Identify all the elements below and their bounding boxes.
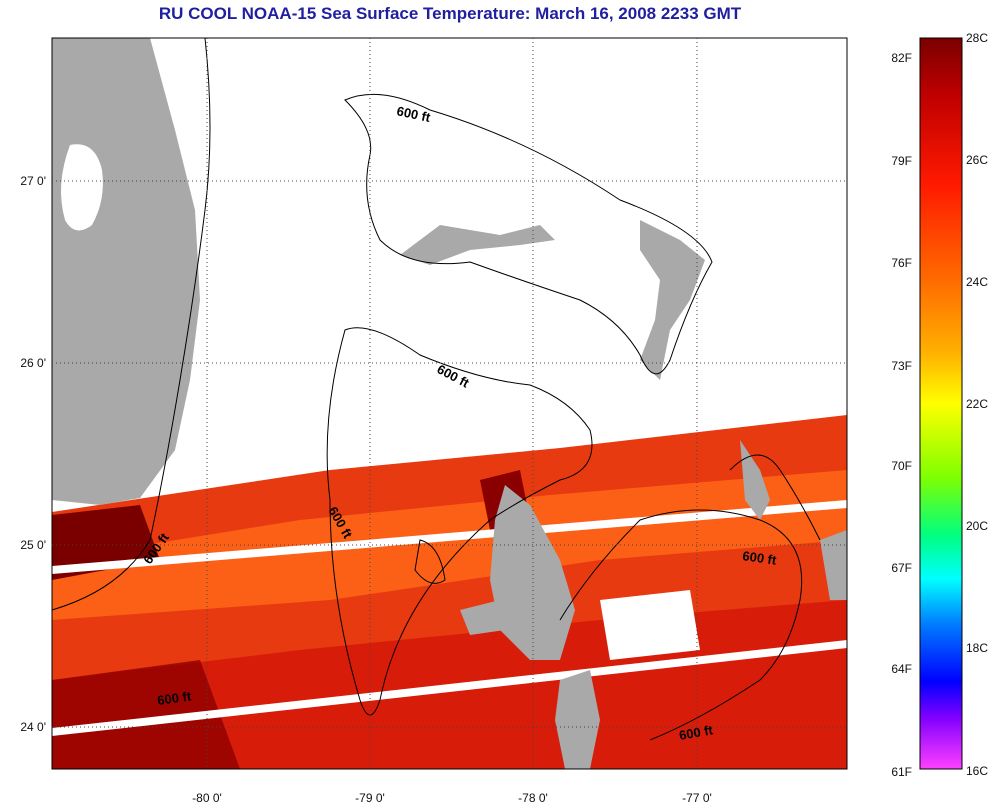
colorbar-f-label: 82F	[891, 51, 912, 65]
latitude-labels: 27 0' 26 0' 25 0' 24 0'	[20, 174, 46, 734]
colorbar-c-label: 22C	[966, 397, 988, 411]
eleuthera-island	[740, 440, 770, 520]
land-layer	[52, 38, 847, 769]
colorbar-fahrenheit-labels: 82F 79F 76F 73F 70F 67F 64F 61F	[891, 51, 912, 779]
swath-gap-2	[52, 640, 847, 736]
contour-label: 600 ft	[156, 688, 192, 708]
colorbar-celsius-labels: 28C 26C 24C 22C 20C 18C 16C	[966, 31, 988, 778]
cay-sal-contour	[414, 539, 446, 584]
longitude-labels: -80 0' -79 0' -78 0' -77 0'	[192, 791, 712, 805]
colorbar-c-label: 26C	[966, 153, 988, 167]
eleuthera-contour	[729, 454, 821, 541]
contour-layer	[52, 38, 821, 741]
abaco-island	[640, 220, 705, 380]
lat-label: 24 0'	[20, 720, 46, 734]
colorbar-c-label: 18C	[966, 641, 988, 655]
colorbar-f-label: 70F	[891, 459, 912, 473]
andros-south	[555, 670, 600, 769]
colorbar-c-label: 20C	[966, 519, 988, 533]
lat-label: 27 0'	[20, 174, 46, 188]
great-bahama-bank-contour	[326, 327, 593, 716]
colorbar-c-label: 28C	[966, 31, 988, 45]
lon-label: -79 0'	[355, 791, 385, 805]
berry-islands	[460, 600, 505, 635]
map-title: RU COOL NOAA-15 Sea Surface Temperature:…	[158, 4, 742, 23]
eastern-island	[820, 530, 847, 600]
colorbar-f-label: 61F	[891, 765, 912, 779]
colorbar-f-label: 79F	[891, 154, 912, 168]
little-bahama-bank-contour	[344, 93, 713, 375]
swath-gap-1	[52, 500, 847, 574]
exuma-sound-contour	[559, 509, 803, 741]
sst-cloud-gap	[600, 590, 700, 660]
contour-label: 600 ft	[742, 548, 778, 568]
colorbar-f-label: 76F	[891, 256, 912, 270]
colorbar-f-label: 64F	[891, 662, 912, 676]
grand-bahama-island	[400, 225, 555, 265]
contour-label: 600 ft	[678, 722, 715, 743]
sst-orange-band	[52, 470, 847, 620]
lon-label: -80 0'	[192, 791, 222, 805]
lon-label: -78 0'	[518, 791, 548, 805]
colorbar-c-label: 16C	[966, 764, 988, 778]
colorbar: 82F 79F 76F 73F 70F 67F 64F 61F 28C 26C …	[891, 31, 988, 779]
lat-label: 25 0'	[20, 538, 46, 552]
plot-frame	[51, 37, 848, 770]
andros-island	[490, 485, 575, 660]
contour-label: 600 ft	[395, 103, 432, 125]
colorbar-f-label: 73F	[891, 359, 912, 373]
graticule	[52, 38, 847, 769]
lake-okeechobee	[61, 144, 103, 231]
florida-shelf-contour	[52, 38, 211, 611]
lat-label: 26 0'	[20, 356, 46, 370]
lon-label: -77 0'	[682, 791, 712, 805]
colorbar-f-label: 67F	[891, 561, 912, 575]
colorbar-c-label: 24C	[966, 275, 988, 289]
swath-gap-3	[52, 393, 847, 450]
sst-hot-spot-south	[52, 660, 240, 769]
colorbar-scale	[919, 37, 963, 770]
